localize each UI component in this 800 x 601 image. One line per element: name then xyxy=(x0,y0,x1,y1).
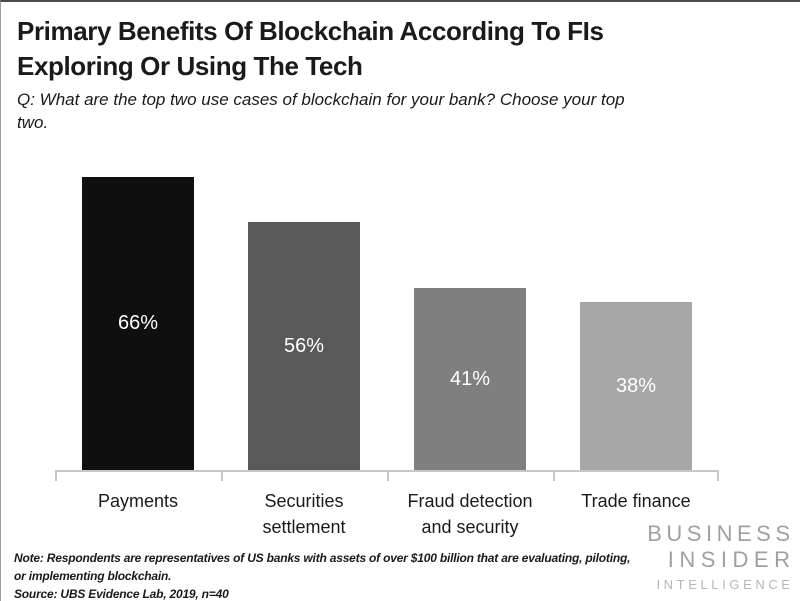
bar-value-label: 41% xyxy=(449,367,491,390)
bar-column: 66% xyxy=(55,142,221,470)
business-insider-intelligence-logo: BUSINESS INSIDER INTELLIGENCE xyxy=(647,521,790,594)
bar-value-label: 38% xyxy=(615,374,657,397)
x-axis-label: Fraud detection and security xyxy=(407,491,533,537)
axis-tick xyxy=(717,472,719,481)
bar-value-label: 66% xyxy=(117,312,159,334)
x-axis-label: Trade finance xyxy=(581,491,691,511)
chart-title: Primary Benefits Of Blockchain According… xyxy=(17,16,604,81)
bar-payments: 66% xyxy=(82,177,194,470)
chart-subtitle: Q: What are the top two use cases of blo… xyxy=(17,90,625,132)
bar-chart-plot-area: 66% 56% 41% 38% xyxy=(55,142,719,470)
bar-fraud-detection-and-security: 41% xyxy=(414,288,526,470)
axis-tick xyxy=(221,472,223,481)
bar-securities-settlement: 56% xyxy=(248,222,360,470)
bar-trade-finance: 38% xyxy=(580,302,692,470)
axis-tick xyxy=(553,472,555,481)
footnote-block: Note: Respondents are representatives of… xyxy=(14,549,634,601)
bar-column: 56% xyxy=(221,142,387,470)
axis-tick xyxy=(55,472,57,481)
bar-value-label: 56% xyxy=(283,334,325,357)
source-text: Source: UBS Evidence Lab, 2019, n=40 xyxy=(14,587,229,601)
x-axis-label: Securities settlement xyxy=(262,491,346,537)
x-axis-label: Payments xyxy=(97,491,179,511)
axis-tick xyxy=(387,472,389,481)
note-text: Note: Respondents are representatives of… xyxy=(14,551,631,583)
bar-column: 41% xyxy=(387,142,553,470)
bar-column: 38% xyxy=(553,142,719,470)
x-axis-line xyxy=(55,470,719,481)
logo-line-intelligence: INTELLIGENCE xyxy=(656,577,794,592)
logo-line-insider: INSIDER xyxy=(667,547,796,572)
x-axis-labels-row: Payments Securities settlement Fraud detec… xyxy=(55,488,719,540)
logo-line-business: BUSINESS xyxy=(647,521,795,546)
